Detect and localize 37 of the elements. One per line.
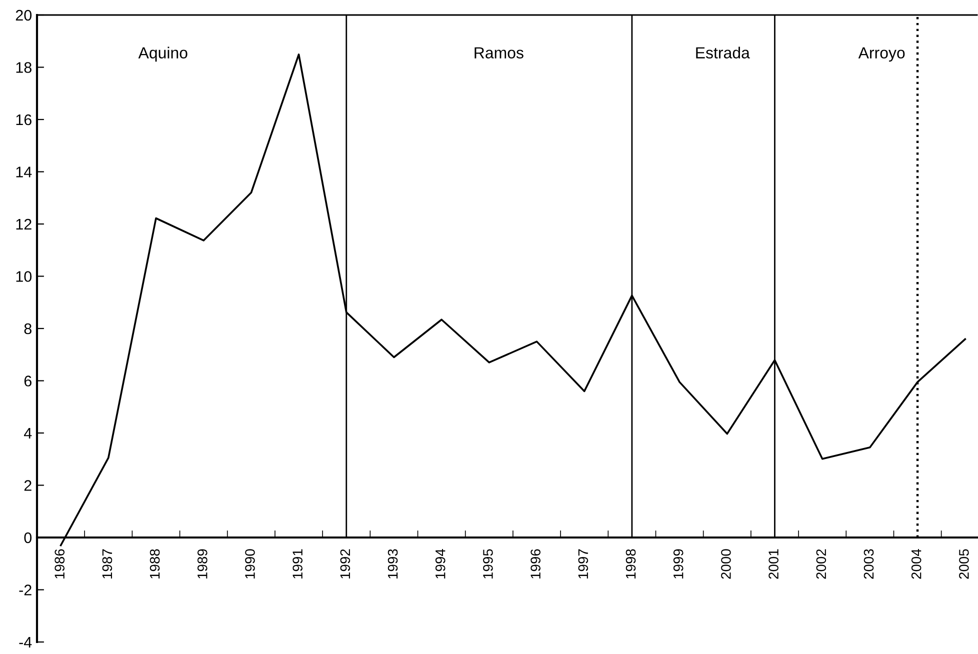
y-tick-label: 16 <box>16 114 32 126</box>
annotation: Aquino <box>138 46 188 62</box>
y-tick-label: -2 <box>19 584 32 596</box>
x-tick-label: 1997 <box>578 549 588 578</box>
annotation: Ramos <box>474 47 524 58</box>
x-tick-label: 1990 <box>245 549 255 578</box>
x-tick-label: 1998 <box>626 549 636 578</box>
x-tick-label: 1996 <box>530 549 540 578</box>
x-tick-label: 1989 <box>197 549 208 578</box>
y-tick-label: 8 <box>24 323 32 334</box>
x-tick-label: 2005 <box>959 549 969 579</box>
x-tick-label: 1995 <box>483 549 493 578</box>
y-tick-label: 6 <box>24 376 32 386</box>
x-tick-label: 2003 <box>864 549 874 579</box>
x-tick-label: 2000 <box>721 549 731 579</box>
y-tick-label: 10 <box>16 271 32 282</box>
x-tick-label: 1987 <box>102 549 112 578</box>
y-tick-label: 4 <box>24 428 32 439</box>
x-tick-label: 1988 <box>150 549 160 578</box>
x-tick-label: 2004 <box>911 549 922 579</box>
x-tick-label: 1991 <box>292 549 303 578</box>
x-tick-label: 2001 <box>768 549 778 579</box>
y-tick-label: -4 <box>19 637 32 648</box>
x-tick-label: 1993 <box>388 549 398 578</box>
y-tick-label: 14 <box>16 166 32 178</box>
annotation: Estrada <box>696 46 750 58</box>
x-tick-label: 1994 <box>435 549 446 578</box>
x-tick-label: 1992 <box>340 549 350 578</box>
x-tick-label: 1986 <box>54 549 65 578</box>
y-tick-label: 12 <box>16 218 32 230</box>
annotation: Arroyo <box>858 47 905 62</box>
y-tick-label: 0 <box>24 532 32 544</box>
x-tick-label: 1999 <box>673 549 684 578</box>
y-tick-label: 2 <box>24 480 32 491</box>
y-tick-label: 18 <box>16 62 32 73</box>
y-tick-label: 20 <box>16 10 32 21</box>
x-tick-label: 2002 <box>816 549 826 579</box>
